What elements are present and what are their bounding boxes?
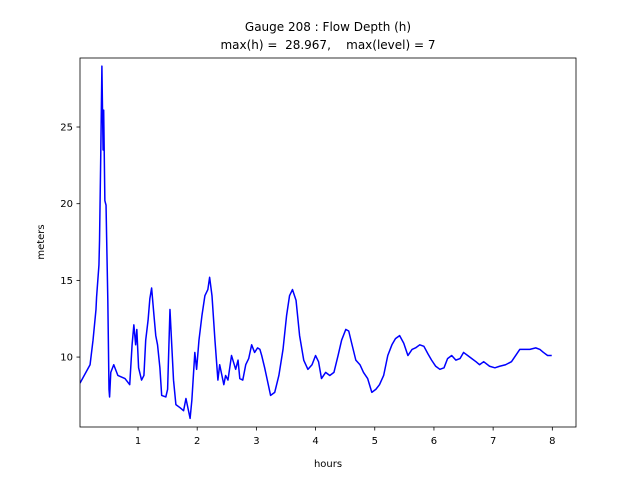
y-tick-label: 25 <box>60 123 73 134</box>
chart-subtitle: max(h) = 28.967, max(level) = 7 <box>220 38 435 52</box>
y-axis-label: meters <box>36 224 47 259</box>
x-tick-label: 4 <box>312 436 318 447</box>
x-tick-label: 1 <box>135 436 141 447</box>
x-tick-label: 6 <box>431 436 437 447</box>
x-tick-label: 7 <box>490 436 496 447</box>
y-tick-label: 10 <box>60 353 73 364</box>
data-line <box>80 65 552 420</box>
x-tick-label: 3 <box>253 436 259 447</box>
chart-title: Gauge 208 : Flow Depth (h) <box>245 20 411 34</box>
x-tick-label: 5 <box>372 436 378 447</box>
y-tick-label: 15 <box>60 276 73 287</box>
x-tick-label: 8 <box>549 436 555 447</box>
plot-frame <box>79 57 577 428</box>
x-tick-label: 2 <box>194 436 200 447</box>
y-tick-label: 20 <box>60 199 73 210</box>
x-axis-label: hours <box>314 459 342 470</box>
